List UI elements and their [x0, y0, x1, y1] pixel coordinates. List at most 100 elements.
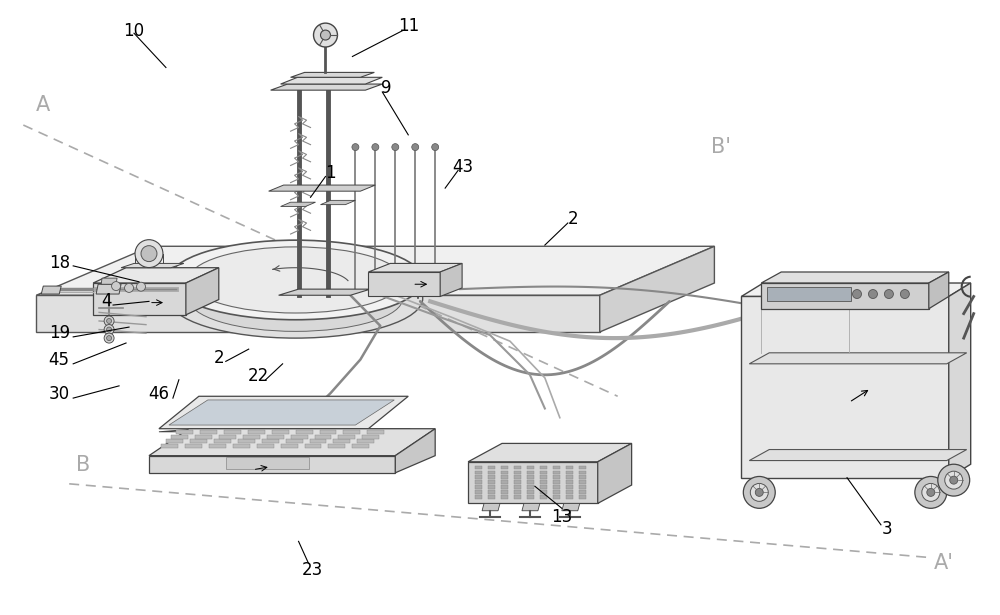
- Bar: [540, 480, 547, 484]
- Bar: [553, 475, 560, 479]
- Bar: [333, 440, 350, 443]
- Text: 22: 22: [248, 367, 269, 385]
- Bar: [540, 495, 547, 499]
- Bar: [514, 470, 521, 474]
- Circle shape: [141, 245, 157, 261]
- Bar: [488, 495, 495, 499]
- Polygon shape: [279, 289, 370, 295]
- Circle shape: [950, 476, 958, 484]
- Bar: [338, 435, 355, 438]
- Polygon shape: [482, 504, 500, 511]
- Polygon shape: [522, 504, 540, 511]
- Polygon shape: [767, 287, 851, 301]
- Bar: [527, 490, 534, 494]
- Bar: [262, 440, 279, 443]
- Bar: [553, 470, 560, 474]
- Bar: [257, 444, 274, 448]
- Text: 30: 30: [49, 386, 70, 403]
- Text: 9: 9: [381, 79, 392, 97]
- Text: B': B': [711, 137, 731, 157]
- Circle shape: [743, 477, 775, 509]
- Bar: [475, 470, 482, 474]
- Text: 11: 11: [398, 17, 419, 35]
- Bar: [352, 444, 369, 448]
- Circle shape: [392, 144, 399, 151]
- Bar: [291, 435, 308, 438]
- Text: 43: 43: [453, 157, 474, 176]
- Bar: [540, 470, 547, 474]
- Bar: [195, 435, 212, 438]
- Polygon shape: [761, 272, 949, 283]
- Circle shape: [112, 282, 121, 290]
- Bar: [305, 444, 321, 448]
- Bar: [190, 440, 207, 443]
- Bar: [566, 490, 573, 494]
- Circle shape: [927, 488, 935, 496]
- Bar: [566, 470, 573, 474]
- Bar: [171, 435, 188, 438]
- Text: 4: 4: [101, 292, 111, 311]
- Text: 2: 2: [567, 210, 578, 228]
- Polygon shape: [468, 443, 632, 462]
- Bar: [553, 495, 560, 499]
- Circle shape: [107, 336, 112, 341]
- Polygon shape: [41, 286, 61, 294]
- Bar: [343, 430, 360, 434]
- Bar: [579, 466, 586, 469]
- Polygon shape: [320, 200, 355, 205]
- Polygon shape: [159, 396, 408, 429]
- Bar: [488, 466, 495, 469]
- Text: 3: 3: [882, 520, 892, 538]
- Bar: [553, 480, 560, 484]
- Bar: [281, 444, 298, 448]
- Bar: [328, 444, 345, 448]
- Circle shape: [750, 483, 768, 501]
- Text: 2: 2: [213, 349, 224, 367]
- Polygon shape: [741, 283, 971, 296]
- Bar: [527, 480, 534, 484]
- Bar: [475, 480, 482, 484]
- Bar: [488, 485, 495, 489]
- Bar: [475, 485, 482, 489]
- Ellipse shape: [168, 240, 423, 320]
- Ellipse shape: [188, 247, 403, 313]
- Bar: [488, 480, 495, 484]
- Bar: [272, 430, 289, 434]
- Bar: [566, 485, 573, 489]
- Bar: [514, 485, 521, 489]
- Bar: [566, 466, 573, 469]
- Bar: [475, 495, 482, 499]
- Polygon shape: [749, 450, 967, 461]
- Circle shape: [372, 144, 379, 151]
- Circle shape: [314, 23, 337, 47]
- Circle shape: [135, 240, 163, 268]
- Bar: [488, 470, 495, 474]
- Polygon shape: [281, 77, 382, 84]
- Text: A': A': [934, 554, 954, 573]
- Polygon shape: [281, 202, 316, 207]
- Bar: [566, 480, 573, 484]
- Polygon shape: [368, 272, 440, 296]
- Polygon shape: [269, 185, 375, 191]
- Bar: [488, 490, 495, 494]
- Text: 45: 45: [49, 351, 70, 368]
- Bar: [233, 444, 250, 448]
- Bar: [238, 440, 255, 443]
- Polygon shape: [440, 263, 462, 296]
- Bar: [566, 475, 573, 479]
- Bar: [161, 444, 178, 448]
- Bar: [501, 466, 508, 469]
- Bar: [185, 444, 202, 448]
- Polygon shape: [93, 268, 219, 283]
- Polygon shape: [598, 443, 632, 504]
- Bar: [248, 430, 265, 434]
- Bar: [267, 435, 284, 438]
- Bar: [501, 485, 508, 489]
- Polygon shape: [291, 73, 374, 77]
- Text: A: A: [36, 95, 50, 116]
- Circle shape: [432, 144, 439, 151]
- Bar: [501, 475, 508, 479]
- Bar: [579, 495, 586, 499]
- Bar: [475, 490, 482, 494]
- Polygon shape: [36, 246, 714, 295]
